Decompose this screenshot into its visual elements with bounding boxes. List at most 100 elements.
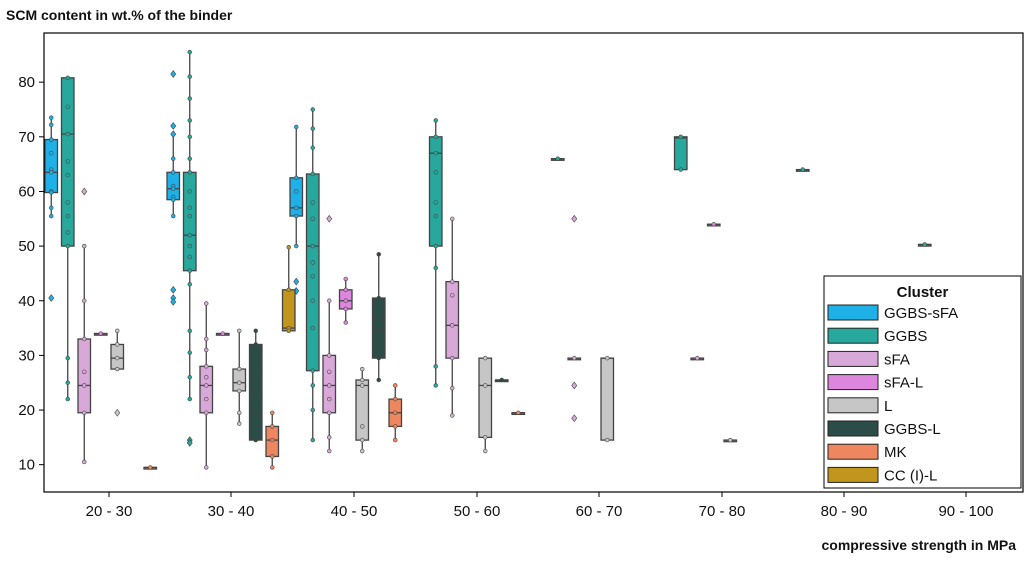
data-point [65, 200, 70, 205]
data-point [187, 375, 192, 380]
data-point [270, 424, 275, 429]
box-l-50-60 [478, 355, 493, 454]
axes: 10 20 30 40 50 60 70 80 20 - 30 30 - 40 40 - 50 50 … [18, 32, 1024, 520]
data-point [294, 243, 299, 249]
box-ggbs-l-50-60 [494, 377, 509, 383]
box-sfa-l-30-40 [215, 331, 230, 336]
data-point [49, 213, 54, 219]
data-point [237, 380, 242, 385]
data-point [343, 320, 348, 325]
data-point [310, 368, 315, 373]
legend-item: L [827, 397, 892, 415]
data-point [82, 410, 87, 415]
data-point [270, 437, 275, 443]
data-point [327, 435, 332, 440]
data-point [65, 213, 70, 219]
box-sfa-l-40-50 [338, 276, 353, 325]
outlier-point [170, 70, 177, 78]
data-point [294, 189, 299, 194]
data-point [433, 118, 438, 123]
legend-label: L [884, 398, 892, 415]
data-point [65, 230, 70, 235]
data-point [310, 273, 315, 279]
data-point [220, 331, 225, 336]
legend-swatch [827, 374, 879, 391]
data-point [65, 104, 70, 109]
box-ggbs-l-30-40 [248, 328, 263, 443]
data-point [253, 410, 258, 415]
data-point [310, 216, 315, 221]
data-point [187, 268, 192, 273]
data-point [327, 353, 332, 358]
x-tick-label: 70 - 80 [699, 503, 746, 520]
box-sfa-50-60 [445, 216, 460, 418]
data-point [187, 49, 192, 55]
plot-frame [43, 32, 1024, 493]
data-point [270, 410, 275, 415]
data-point [605, 355, 610, 361]
data-point [450, 279, 455, 284]
data-point [327, 410, 332, 415]
legend-swatch [827, 304, 879, 321]
box-cc-i-l-30-40 [281, 245, 296, 334]
y-tick-label: 10 [18, 457, 35, 474]
box-body [355, 379, 370, 441]
box-body [673, 136, 688, 171]
outlier-point [186, 438, 193, 447]
data-point [393, 383, 398, 388]
box-l-40-50 [355, 366, 370, 454]
plot-area [44, 49, 932, 470]
data-point [187, 282, 192, 287]
data-point [82, 459, 87, 465]
data-point [82, 243, 87, 249]
data-point [450, 413, 455, 418]
data-point [433, 364, 438, 369]
legend-swatch [827, 443, 879, 460]
data-point [286, 245, 291, 250]
box-ggbs-l-40-50 [371, 252, 386, 383]
data-point [187, 189, 192, 194]
data-point [187, 350, 192, 355]
data-point [148, 465, 153, 470]
data-point [310, 200, 315, 205]
data-point [294, 205, 299, 211]
data-point [171, 186, 176, 191]
data-point [187, 74, 192, 79]
data-point [376, 377, 381, 383]
data-point [82, 298, 87, 303]
data-point [204, 383, 209, 388]
data-point [376, 355, 381, 361]
data-point [65, 131, 70, 137]
box-mk-20-30 [143, 465, 158, 470]
box-ggbs-60-70 [550, 156, 565, 161]
box-ggbs-70-80 [673, 134, 688, 172]
data-point [922, 242, 927, 247]
box-body [600, 357, 615, 441]
legend-label: sFA-L [884, 375, 923, 392]
outlier-point [571, 414, 578, 423]
box-body [232, 368, 247, 392]
data-point [360, 383, 365, 388]
data-point [187, 170, 192, 175]
outlier-point [114, 408, 121, 417]
box-ggbs-sfa-20-30 [44, 115, 59, 302]
data-point [187, 396, 192, 402]
x-tick-label: 80 - 90 [821, 503, 868, 520]
data-point [286, 328, 291, 334]
data-point [800, 167, 805, 172]
box-mk-30-40 [265, 410, 280, 470]
box-ggbs-80-90 [795, 167, 810, 172]
data-point [678, 134, 683, 140]
data-point [678, 167, 683, 172]
data-point [310, 325, 315, 331]
data-point [187, 118, 192, 123]
data-point [187, 134, 192, 140]
data-point [376, 295, 381, 301]
data-point [393, 410, 398, 415]
y-tick-label: 40 [18, 293, 35, 310]
data-point [187, 243, 192, 249]
outlier-point [170, 121, 177, 130]
data-point [82, 369, 87, 374]
outlier-point [571, 381, 578, 390]
